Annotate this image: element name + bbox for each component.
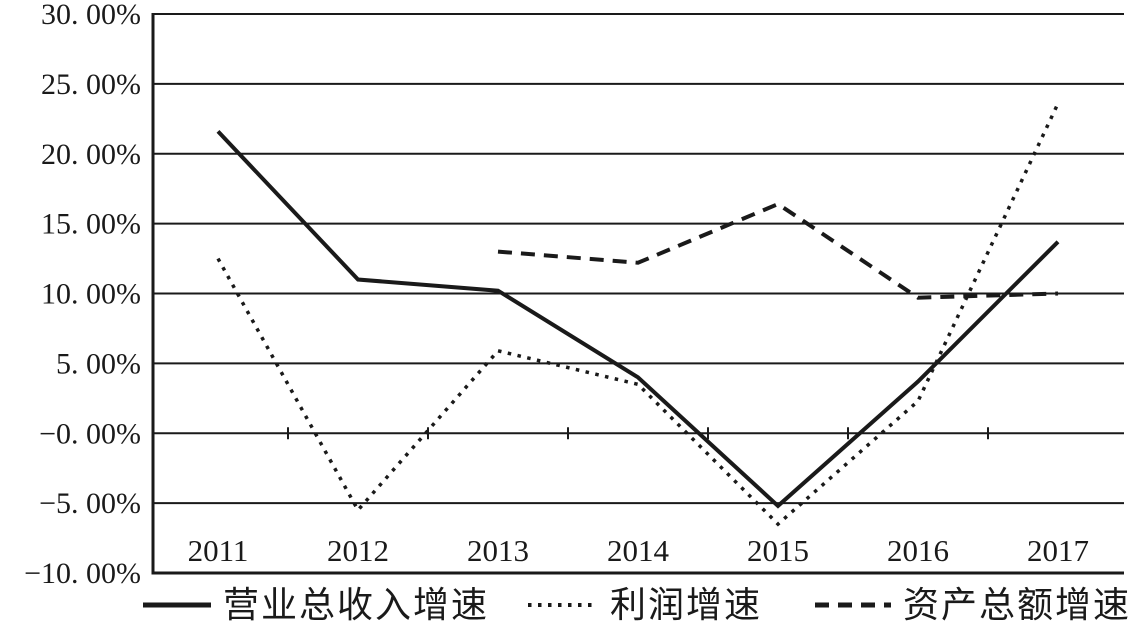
- legend-label-revenue-growth: 营业总收入增速: [223, 584, 490, 625]
- y-axis-tick-label: 5. 00%: [56, 347, 141, 380]
- y-axis-tick-label: 10. 00%: [41, 278, 141, 311]
- series-line-dashed: [497, 201, 1059, 300]
- y-axis-tick-label: 15. 00%: [41, 208, 141, 241]
- series-line-dotted: [216, 102, 1060, 527]
- y-axis-tick-label: 30. 00%: [41, 0, 141, 31]
- dashed-line-sample-icon: [815, 602, 891, 607]
- x-axis-tick-label: 2012: [327, 533, 389, 568]
- legend-label-profit-growth: 利润增速: [610, 584, 763, 625]
- chart-legend: 营业总收入增速 利润增速 资产总额增速: [0, 583, 1131, 626]
- y-axis-tick-label: 25. 00%: [41, 68, 141, 101]
- legend-item-profit-growth: 利润增速: [528, 583, 762, 626]
- y-axis-tick-label: −5. 00%: [39, 487, 141, 520]
- legend-label-asset-growth: 资产总额增速: [903, 584, 1131, 625]
- y-axis-tick-label: −10. 00%: [24, 557, 141, 590]
- dotted-line-sample-icon: [528, 602, 598, 607]
- y-axis-tick-label: 20. 00%: [41, 138, 141, 171]
- solid-line-sample-icon: [143, 602, 211, 607]
- legend-item-asset-growth: 资产总额增速: [815, 583, 1131, 626]
- x-axis-tick-label: 2011: [188, 533, 249, 568]
- x-axis-tick-label: 2013: [467, 533, 529, 568]
- x-axis-tick-label: 2014: [607, 533, 670, 568]
- x-axis-tick-label: 2016: [887, 533, 949, 568]
- y-axis-tick-label: −0. 00%: [39, 417, 141, 450]
- x-axis-tick-label: 2015: [747, 533, 809, 568]
- legend-item-revenue-growth: 营业总收入增速: [143, 583, 489, 626]
- series-line-solid: [216, 130, 1060, 509]
- x-axis-tick-label: 2017: [1027, 533, 1089, 568]
